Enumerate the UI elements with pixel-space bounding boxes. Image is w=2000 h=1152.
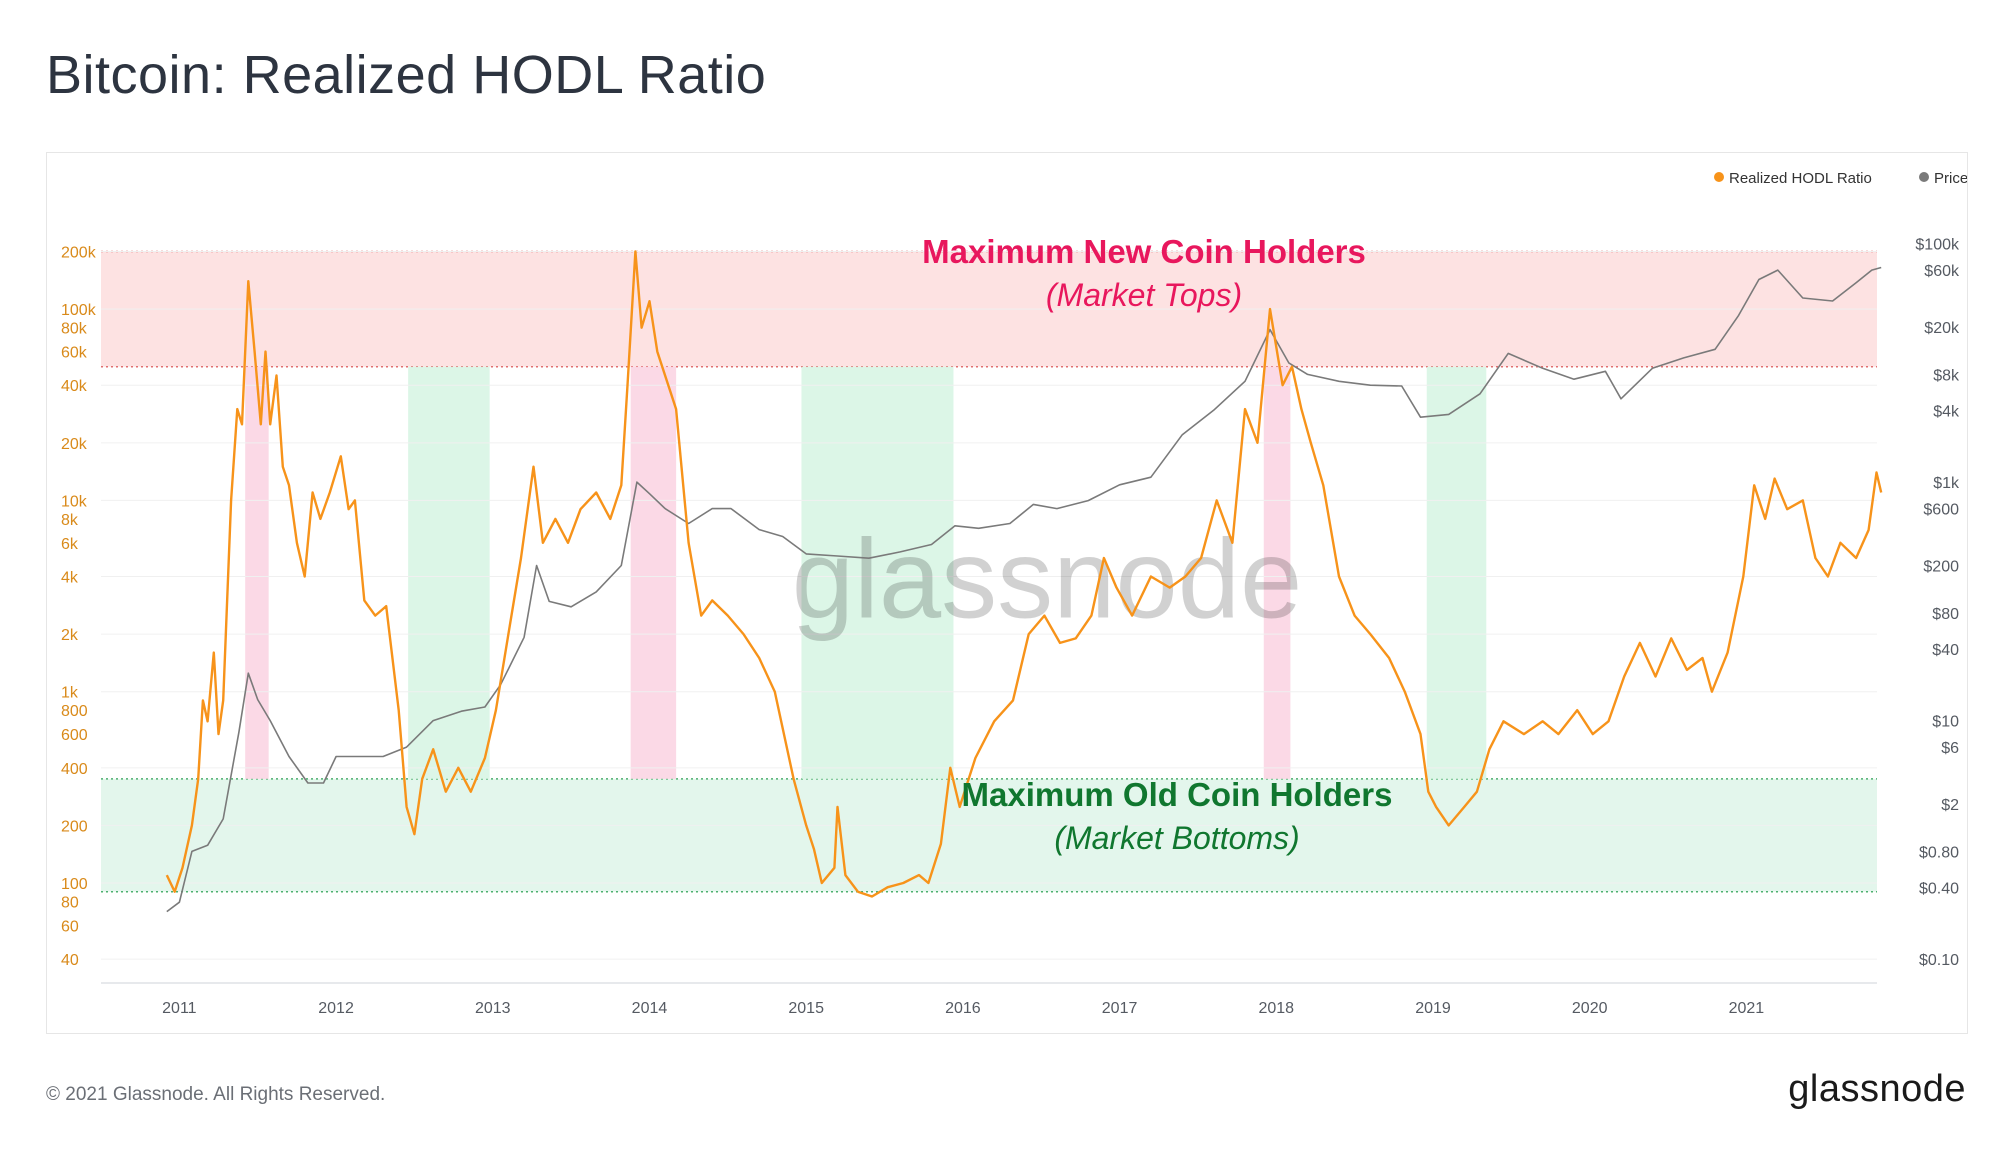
- series: [165, 250, 1883, 913]
- y-right-tick-label: $0.10: [1919, 952, 1959, 969]
- y-left-tick-label: 10k: [61, 493, 88, 510]
- annotation-top-subtitle: (Market Tops): [1046, 277, 1242, 313]
- y-right-tick-label: $80: [1932, 606, 1959, 623]
- y-right-tick-label: $40: [1932, 642, 1959, 659]
- y-right-tick-label: $2: [1941, 797, 1959, 814]
- legend-marker: [1714, 172, 1724, 182]
- x-tick-label: 2021: [1729, 1000, 1765, 1017]
- y-right-tick-label: $200: [1923, 558, 1959, 575]
- x-tick-label: 2018: [1258, 1000, 1294, 1017]
- annotation-bottom-subtitle: (Market Bottoms): [1054, 820, 1299, 856]
- y-left-tick-label: 40: [61, 952, 79, 969]
- y-right-tick-label: $0.40: [1919, 880, 1959, 897]
- price-series-line: [166, 266, 1882, 913]
- y-left-tick-label: 400: [61, 761, 88, 778]
- y-left-tick-label: 200: [61, 818, 88, 835]
- y-left-tick-label: 600: [61, 727, 88, 744]
- x-tick-label: 2014: [632, 1000, 668, 1017]
- chart-container: glassnode 40 60 80 100 200 400 600 800 1k 2k 4k 6k 8…: [46, 152, 2000, 1034]
- copyright-text: © 2021 Glassnode. All Rights Reserved.: [46, 1084, 386, 1105]
- legend-label: Realized HODL Ratio: [1729, 170, 1872, 187]
- legend: Realized HODL Ratio Price [USD]: [1714, 170, 2000, 187]
- y-left-tick-label: 8k: [61, 512, 79, 529]
- x-tick-label: 2012: [318, 1000, 354, 1017]
- hodl-ratio-series-line: [165, 250, 1883, 898]
- y-left-tick-label: 4k: [61, 570, 79, 587]
- y-right-tick-label: $1k: [1933, 475, 1960, 492]
- y-right-tick-label: $6: [1941, 740, 1959, 757]
- legend-label: Price [USD]: [1934, 170, 1967, 187]
- y-right-tick-label: $4k: [1933, 403, 1960, 420]
- y-left-tick-label: 40k: [61, 378, 88, 395]
- x-tick-label: 2017: [1102, 1000, 1138, 1017]
- vertical-band: [1263, 366, 1291, 779]
- y-right-tick-label: $600: [1923, 502, 1959, 519]
- glassnode-logo: glassnode: [1788, 1068, 1966, 1110]
- y-left-tick-label: 60k: [61, 345, 88, 362]
- vertical-band: [630, 366, 677, 779]
- x-tick-label: 2020: [1572, 1000, 1608, 1017]
- x-tick-label: 2015: [788, 1000, 824, 1017]
- legend-item: Price [USD]: [1919, 170, 2000, 187]
- y-right-tick-label: $10: [1932, 714, 1959, 731]
- y-left-tick-label: 6k: [61, 536, 79, 553]
- y-left-tick-label: 60: [61, 918, 79, 935]
- vertical-band: [1426, 366, 1487, 779]
- y-right-tick-label: $20k: [1924, 320, 1960, 337]
- annotations: Maximum New Coin Holders (Market Tops) M…: [922, 233, 1392, 856]
- y-left-tick-label: 800: [61, 703, 88, 720]
- y-left-tick-label: 100: [61, 876, 88, 893]
- x-tick-label: 2016: [945, 1000, 981, 1017]
- y-right-tick-label: $60k: [1924, 263, 1960, 280]
- y-left-tick-label: 20k: [61, 436, 88, 453]
- watermark: glassnode: [792, 517, 1303, 642]
- y-left-tick-label: 80: [61, 895, 79, 912]
- y-left-tick-label: 100k: [61, 302, 97, 319]
- vertical-band: [408, 366, 490, 779]
- page-title: Bitcoin: Realized HODL Ratio: [46, 45, 767, 105]
- y-left-tick-label: 80k: [61, 321, 88, 338]
- x-tick-label: 2019: [1415, 1000, 1451, 1017]
- y-right-tick-label: $8k: [1933, 367, 1960, 384]
- y-left-tick-label: 1k: [61, 685, 79, 702]
- legend-item: Realized HODL Ratio: [1714, 170, 1872, 187]
- vertical-band: [801, 366, 954, 779]
- y-right-tick-label: $100k: [1915, 237, 1960, 254]
- y-right-tick-label: $0.80: [1919, 844, 1959, 861]
- vertical-band: [245, 366, 269, 779]
- y-left-tick-label: 200k: [61, 245, 97, 262]
- x-tick-label: 2013: [475, 1000, 511, 1017]
- vertical-bands: [245, 366, 1487, 779]
- y-left-tick-label: 2k: [61, 627, 79, 644]
- x-tick-label: 2011: [162, 1000, 197, 1017]
- annotation-top-title: Maximum New Coin Holders: [922, 233, 1366, 270]
- zone-bottom: [101, 778, 1877, 892]
- legend-marker: [1919, 172, 1929, 182]
- annotation-bottom-title: Maximum Old Coin Holders: [962, 776, 1393, 813]
